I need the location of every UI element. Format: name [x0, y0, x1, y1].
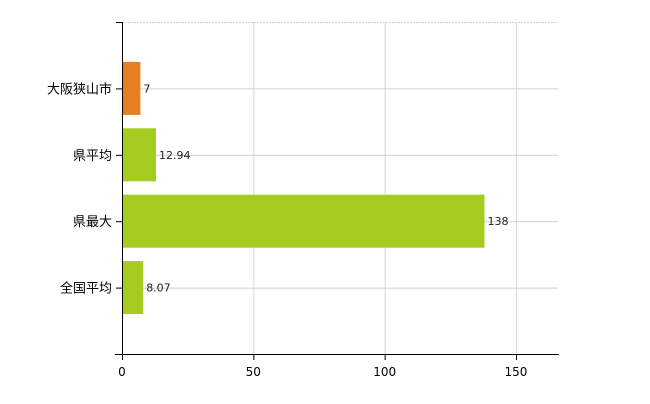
bar — [122, 194, 485, 248]
bar — [122, 128, 156, 182]
category-label: 県平均 — [73, 149, 112, 164]
category-label: 県最大 — [73, 215, 112, 230]
data-label: 8.07 — [146, 282, 171, 295]
data-label: 138 — [487, 215, 508, 228]
bar — [122, 261, 144, 315]
x-tick-label: 0 — [118, 365, 126, 379]
x-tick-label: 100 — [373, 365, 396, 379]
data-label: 12.94 — [159, 149, 191, 162]
category-label: 大阪狭山市 — [47, 81, 112, 97]
category-label: 全国平均 — [60, 281, 112, 297]
x-tick-label: 150 — [505, 365, 528, 379]
data-label: 7 — [143, 82, 150, 95]
bar — [122, 61, 141, 115]
x-tick-label: 50 — [246, 365, 261, 379]
